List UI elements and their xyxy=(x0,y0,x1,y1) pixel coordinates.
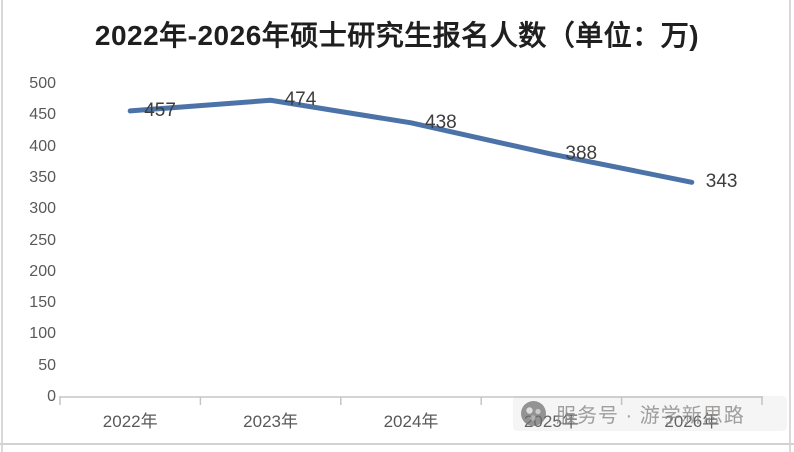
data-label: 438 xyxy=(425,111,457,133)
page-border-bottom xyxy=(0,443,794,445)
round-logo-icon xyxy=(521,401,546,426)
y-axis-tick-label: 200 xyxy=(29,262,56,280)
x-axis-label: 2022年 xyxy=(102,412,158,431)
data-label: 388 xyxy=(565,143,598,165)
y-axis-tick-label: 500 xyxy=(29,75,56,92)
axis-tick-group xyxy=(59,397,763,405)
chart-title: 2022年-2026年硕士研究生报名人数（单位：万) xyxy=(94,20,700,51)
y-axis-tick-label: 300 xyxy=(29,200,56,218)
page-border-right xyxy=(789,0,791,452)
x-axis-label: 2023年 xyxy=(243,412,298,431)
y-axis-tick-label: 350 xyxy=(29,168,56,186)
x-axis-label: 2026年 xyxy=(664,412,720,431)
watermark-badge: 服务号 · 游学新思路 xyxy=(513,396,787,431)
y-axis-tick-label: 100 xyxy=(29,325,56,343)
data-label: 474 xyxy=(284,89,317,111)
data-label: 457 xyxy=(144,99,176,121)
data-label: 343 xyxy=(705,171,738,193)
watermark-text: 服务号 · 游学新思路 xyxy=(556,405,745,427)
y-axis-tick-label: 50 xyxy=(38,356,56,374)
x-axis-label: 2024年 xyxy=(383,412,439,431)
y-axis-tick-label: 150 xyxy=(29,294,56,312)
y-axis-tick-label: 450 xyxy=(29,106,56,124)
y-axis-tick-label: 0 xyxy=(47,388,56,405)
trend-line xyxy=(127,97,695,185)
page-border-left xyxy=(1,0,3,452)
y-axis-tick-label: 400 xyxy=(29,137,56,155)
y-axis-tick-label: 250 xyxy=(29,231,56,249)
